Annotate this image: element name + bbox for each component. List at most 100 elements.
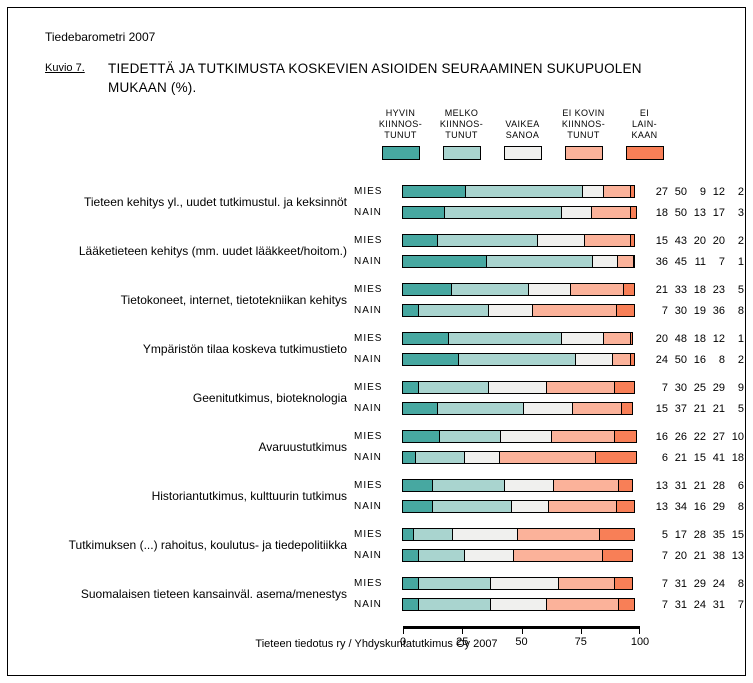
value-list: 7 30 19 36 8	[649, 305, 744, 317]
legend-swatch	[381, 146, 420, 160]
bar-segment	[575, 353, 614, 366]
bar-row: NAIN 7 20 21 38 13	[354, 549, 744, 562]
bar-segment	[402, 283, 452, 296]
value-label: 50	[674, 206, 687, 219]
category-group: Tietokoneet, internet, tietotekniikan ke…	[14, 283, 744, 317]
bar-segment	[402, 430, 440, 443]
x-axis-tick-label: 25	[456, 636, 469, 648]
value-label: 23	[712, 283, 725, 296]
bar-segment	[402, 185, 466, 198]
bar-row: NAIN 13 34 16 29 8	[354, 500, 744, 513]
x-axis-tick-label: 0	[399, 636, 407, 648]
value-label: 36	[712, 304, 725, 317]
bar-segment	[448, 332, 563, 345]
bar-track	[402, 430, 639, 443]
legend: HYVIN KIINNOS- TUNUT MELKO KIINNOS- TUNUT VAIK…	[370, 108, 675, 160]
bar-segment	[412, 528, 454, 541]
category-group: Suomalaisen tieteen kansainväl. asema/me…	[14, 577, 744, 611]
bar-segment	[417, 577, 492, 590]
value-label: 15	[655, 402, 668, 415]
bar-segment	[582, 185, 604, 198]
value-label: 2	[737, 234, 744, 247]
value-label: 7	[661, 598, 668, 611]
value-label: 30	[674, 381, 687, 394]
value-list: 7 30 25 29 9	[649, 382, 744, 394]
value-label: 21	[693, 402, 706, 415]
legend-label-line: EI	[639, 108, 650, 118]
bar-row: NAIN 24 50 16 8 2	[354, 353, 744, 366]
value-label: 9	[737, 381, 744, 394]
bar-track	[402, 206, 639, 219]
gender-label: NAIN	[354, 305, 382, 316]
bar-track	[402, 451, 639, 464]
value-list: 7 31 29 24 8	[649, 578, 744, 590]
bar-track	[402, 549, 639, 562]
bar-segment	[402, 304, 419, 317]
bar-pair: MIES 13 31 21 28 6 NAIN 13 34 16 29 8	[354, 479, 744, 513]
legend-label-line: HYVIN	[385, 108, 416, 118]
category-label: Suomalaisen tieteen kansainväl. asema/me…	[80, 587, 347, 601]
x-axis-tick	[403, 629, 404, 634]
value-label: 24	[655, 353, 668, 366]
bar-segment	[550, 430, 615, 443]
bar-row: NAIN 7 31 24 31 7	[354, 598, 744, 611]
value-list: 18 50 13 17 3	[649, 207, 744, 219]
x-axis-tick-label: 75	[574, 636, 587, 648]
bar-segment	[443, 206, 563, 219]
bar-segment	[402, 500, 433, 513]
bar-segment	[630, 353, 635, 366]
value-label: 43	[674, 234, 687, 247]
legend-label-line: VAIKEA	[505, 119, 540, 129]
value-label: 13	[693, 206, 706, 219]
bar-segment	[561, 206, 592, 219]
bar-segment	[417, 304, 489, 317]
value-label: 1	[737, 255, 744, 268]
value-label: 24	[712, 577, 725, 590]
bar-segment	[557, 577, 615, 590]
bar-segment	[431, 500, 513, 513]
bar-row: MIES 21 33 18 23 5	[354, 283, 744, 296]
bar-row: MIES 5 17 28 35 15	[354, 528, 744, 541]
bar-segment	[630, 332, 633, 345]
bar-row: NAIN 15 37 21 21 5	[354, 402, 744, 415]
value-label: 18	[693, 283, 706, 296]
bar-segment	[402, 332, 450, 345]
bar-pair: MIES 20 48 18 12 1 NAIN 24 50 16 8 2	[354, 332, 744, 366]
bar-segment	[417, 381, 489, 394]
value-label: 20	[693, 234, 706, 247]
value-label: 7	[661, 549, 668, 562]
chart-area: Tieteen kehitys yl., uudet tutkimustul. …	[14, 185, 744, 656]
legend-label-line: KIINNOS-	[561, 119, 606, 129]
value-label: 15	[693, 451, 706, 464]
bar-segment	[452, 528, 519, 541]
x-axis-tick	[580, 629, 582, 634]
value-label: 41	[712, 451, 725, 464]
bar-segment	[572, 402, 622, 415]
value-label: 5	[737, 283, 744, 296]
value-label: 21	[693, 479, 706, 492]
value-label: 13	[655, 479, 668, 492]
value-label: 18	[731, 451, 744, 464]
bar-track	[402, 528, 639, 541]
category-label: Tietokoneet, internet, tietotekniikan ke…	[120, 293, 347, 307]
x-axis-tick	[521, 629, 523, 634]
value-label: 2	[737, 185, 744, 198]
x-axis-tick	[639, 629, 640, 634]
bar-track	[402, 577, 639, 590]
bar-row: MIES 27 50 9 12 2	[354, 185, 744, 198]
figure-caption-block: Kuvio 7. TIEDETTÄ JA TUTKIMUSTA KOSKEVIE…	[45, 59, 705, 97]
figure-caption: TIEDETTÄ JA TUTKIMUSTA KOSKEVIEN ASIOIDE…	[108, 61, 642, 95]
bar-segment	[438, 430, 501, 443]
bar-segment	[463, 451, 500, 464]
value-label: 13	[731, 549, 744, 562]
value-label: 27	[712, 430, 725, 443]
category-group: Lääketieteen kehitys (mm. uudet lääkkeet…	[14, 234, 744, 268]
legend-item: HYVIN KIINNOS- TUNUT	[370, 108, 431, 160]
category-label: Lääketieteen kehitys (mm. uudet lääkkeet…	[78, 244, 347, 258]
category-group: Ympäristön tilaa koskeva tutkimustieto MI…	[14, 332, 744, 366]
gender-label: NAIN	[354, 501, 382, 512]
bar-segment	[545, 381, 615, 394]
legend-label-line: TUNUT	[567, 130, 600, 140]
gender-label: NAIN	[354, 550, 382, 561]
value-label: 18	[693, 332, 706, 345]
